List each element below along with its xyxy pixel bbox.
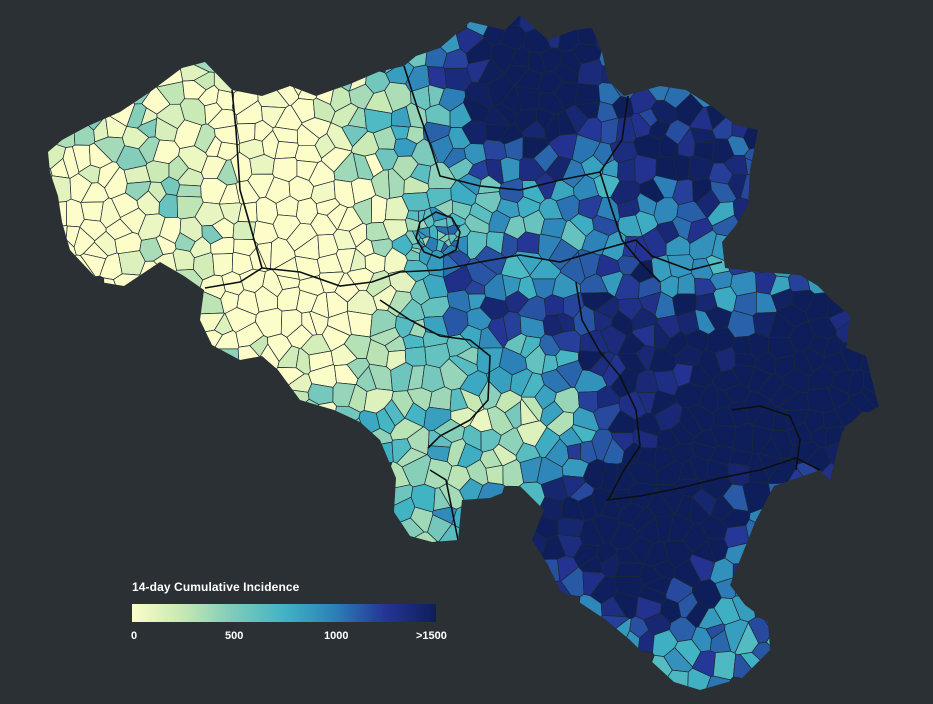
province-boundaries <box>204 65 821 541</box>
municipality <box>595 28 619 52</box>
municipality <box>73 119 96 146</box>
legend: 14-day Cumulative Incidence 0 500 1000 >… <box>131 580 447 643</box>
municipality <box>566 443 582 460</box>
municipality <box>298 80 320 101</box>
municipality <box>438 539 469 557</box>
municipality <box>296 398 320 424</box>
municipality <box>332 405 361 432</box>
municipality <box>574 83 601 106</box>
municipality <box>766 631 787 656</box>
municipality <box>519 15 547 34</box>
municipality <box>768 482 790 504</box>
municipality <box>734 578 751 597</box>
municipality <box>748 507 779 533</box>
municipality <box>575 21 598 46</box>
municipality <box>732 422 754 454</box>
legend-ticks: 0 500 1000 >1500 <box>131 627 447 643</box>
municipality <box>637 629 655 654</box>
municipality <box>601 65 623 84</box>
municipality <box>429 206 449 222</box>
legend-color-bar <box>132 604 436 622</box>
boundary-east-antwerp <box>403 65 629 191</box>
boundary-west-flanders <box>204 89 263 289</box>
legend-tick-0: 0 <box>131 630 138 642</box>
municipality <box>361 441 394 465</box>
boundary-east-cantons <box>731 405 801 471</box>
municipality <box>727 249 753 276</box>
municipality <box>498 15 522 27</box>
municipality <box>745 518 775 544</box>
boundary-flemish-brabant-north <box>261 239 723 287</box>
municipality <box>642 577 673 595</box>
municipality <box>860 386 880 409</box>
legend-tick-1000: 1000 <box>324 630 349 642</box>
municipality <box>807 269 827 295</box>
municipality <box>444 238 452 248</box>
municipality <box>113 273 144 296</box>
municipalities-layer <box>48 15 880 690</box>
municipality <box>405 249 421 262</box>
municipality <box>49 225 68 242</box>
boundary-namur-liege <box>575 281 641 501</box>
municipality <box>372 488 394 514</box>
municipality <box>209 348 240 372</box>
municipality <box>649 66 671 86</box>
legend-tick-500: 500 <box>225 630 244 642</box>
municipality <box>48 175 72 204</box>
municipality <box>744 157 770 177</box>
municipality <box>788 272 811 293</box>
municipality <box>80 201 104 222</box>
legend-tick-1500: >1500 <box>416 630 447 642</box>
boundary-luxembourg-north <box>605 457 821 501</box>
municipality <box>764 612 794 633</box>
municipality <box>176 184 202 198</box>
municipality <box>860 346 880 374</box>
municipality <box>404 346 427 367</box>
municipality <box>801 256 824 281</box>
municipality <box>712 650 737 681</box>
municipality <box>232 221 257 240</box>
municipality <box>485 465 504 486</box>
boundary-limburg-liege <box>599 171 661 283</box>
legend-title: 14-day Cumulative Incidence <box>132 580 300 594</box>
municipality <box>539 558 561 583</box>
municipality <box>371 194 388 224</box>
municipality <box>274 141 299 160</box>
municipality <box>751 252 775 275</box>
municipality <box>725 236 748 265</box>
municipality <box>697 688 720 690</box>
municipality <box>48 158 53 181</box>
municipality <box>50 119 76 148</box>
municipality <box>518 481 546 507</box>
municipality <box>705 675 731 690</box>
municipality <box>313 401 337 431</box>
boundary-hainaut-namur <box>379 299 491 449</box>
municipality <box>732 562 751 581</box>
municipality <box>601 632 628 659</box>
boundary-brussels <box>415 211 461 259</box>
municipality <box>49 201 67 227</box>
boundary-hainaut-south <box>429 469 459 541</box>
municipality <box>285 388 310 410</box>
municipality <box>425 236 439 252</box>
municipality <box>598 47 624 67</box>
municipality <box>347 310 373 338</box>
municipality <box>543 294 565 316</box>
municipality <box>80 253 107 277</box>
municipality <box>614 562 644 578</box>
